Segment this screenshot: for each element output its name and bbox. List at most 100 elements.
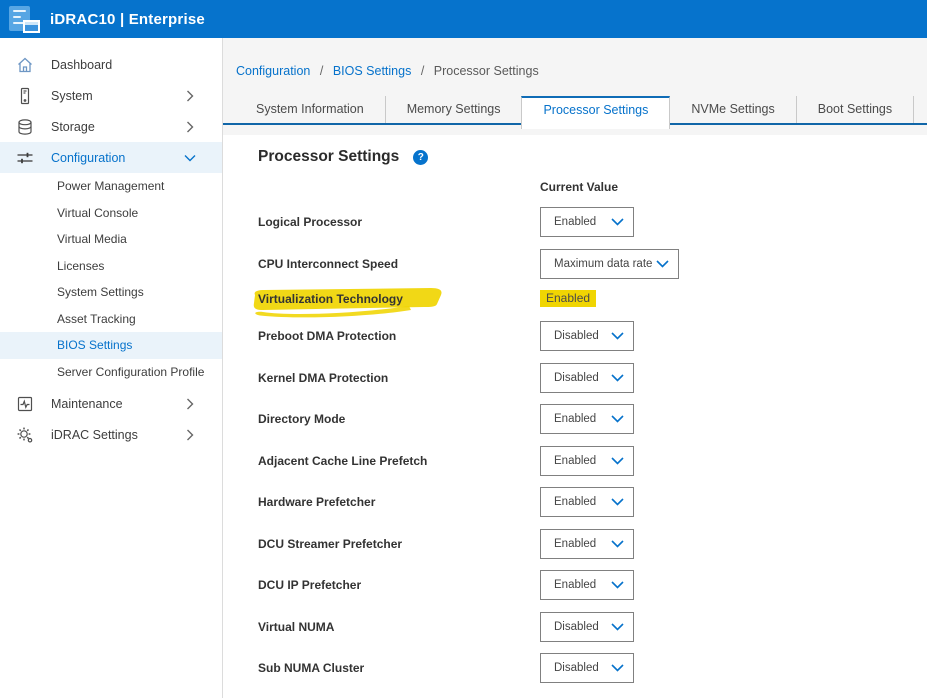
gear-icon <box>15 425 34 444</box>
server-icon <box>15 86 34 105</box>
sidebar-item-configuration[interactable]: Configuration <box>0 142 222 173</box>
subitem-label: Licenses <box>57 258 105 273</box>
setting-label: Hardware Prefetcher <box>258 495 376 509</box>
sidebar-item-maintenance[interactable]: Maintenance <box>0 388 222 419</box>
subitem-label: Virtual Console <box>57 205 139 220</box>
dropdown-value: Disabled <box>554 371 599 384</box>
chevron-down-icon <box>611 373 624 382</box>
home-icon <box>15 55 34 74</box>
subitem-label: Virtual Media <box>57 232 127 247</box>
sidebar-subitem-virtual-media[interactable]: Virtual Media <box>0 226 222 253</box>
setting-label: Virtual NUMA <box>258 619 335 634</box>
tab-network-settings[interactable]: Network Settings <box>913 96 927 123</box>
setting-label: Kernel DMA Protection <box>258 370 389 385</box>
sidebar-item-storage[interactable]: Storage <box>0 111 222 142</box>
breadcrumb-separator: / <box>319 64 324 78</box>
subitem-label: System Settings <box>57 285 144 300</box>
breadcrumb-current: Processor Settings <box>433 64 539 78</box>
tab-boot-settings[interactable]: Boot Settings <box>795 96 913 123</box>
breadcrumb-link-bios-settings[interactable]: BIOS Settings <box>332 64 412 78</box>
dropdown-value: Enabled <box>554 496 597 508</box>
sidebar-subitem-virtual-console[interactable]: Virtual Console <box>0 200 222 227</box>
help-icon[interactable]: ? <box>413 149 429 165</box>
chevron-down-icon <box>611 581 624 589</box>
processor-settings-panel: Processor Settings ? Current Value Logic… <box>223 135 927 698</box>
breadcrumb-link-configuration[interactable]: Configuration <box>236 64 311 78</box>
directory-mode-dropdown[interactable]: Enabled <box>540 404 634 434</box>
breadcrumb: Configuration / BIOS Settings / Processo… <box>223 64 927 79</box>
dropdown-value: Enabled <box>554 413 597 425</box>
sidebar-item-label: Maintenance <box>51 396 123 411</box>
subitem-label: Server Configuration Profile <box>57 364 205 379</box>
chevron-down-icon <box>611 415 624 423</box>
sidebar-item-system[interactable]: System <box>0 80 222 111</box>
maintenance-icon <box>15 394 34 413</box>
setting-row: Kernel DMA Protection Disabled <box>258 362 927 393</box>
storage-icon <box>15 117 34 136</box>
dropdown-value: Maximum data rate <box>554 257 653 270</box>
dropdown-value: Enabled <box>554 537 597 550</box>
sidebar-subitem-licenses[interactable]: Licenses <box>0 253 222 280</box>
chevron-down-icon <box>184 154 196 162</box>
sidebar-subitem-power-management[interactable]: Power Management <box>0 173 222 200</box>
sidebar-item-dashboard[interactable]: Dashboard <box>0 49 222 80</box>
sidebar-item-label: Storage <box>51 119 95 134</box>
logical-processor-dropdown[interactable]: Enabled <box>540 207 634 237</box>
chevron-down-icon <box>611 218 624 226</box>
cpu-interconnect-speed-dropdown[interactable]: Maximum data rate <box>540 248 679 279</box>
chevron-down-icon <box>611 498 624 506</box>
app-header: iDRAC10 | Enterprise <box>0 0 927 38</box>
virtual-numa-dropdown[interactable]: Disabled <box>540 611 634 642</box>
chevron-down-icon <box>656 259 669 268</box>
chevron-right-icon <box>184 398 196 410</box>
app-title: iDRAC10 | Enterprise <box>50 10 205 28</box>
setting-label: Preboot DMA Protection <box>258 329 397 343</box>
tab-processor-settings[interactable]: Processor Settings <box>521 96 671 129</box>
subitem-label: Power Management <box>57 179 165 194</box>
setting-row: Sub NUMA Cluster Disabled <box>258 653 927 683</box>
sidebar-item-label: System <box>51 88 93 103</box>
sub-numa-cluster-dropdown[interactable]: Disabled <box>540 653 634 683</box>
setting-label: DCU Streamer Prefetcher <box>258 536 403 551</box>
sidebar-subitem-system-settings[interactable]: System Settings <box>0 279 222 306</box>
sidebar-subitem-bios-settings[interactable]: BIOS Settings <box>0 332 222 359</box>
chevron-down-icon <box>611 539 624 548</box>
chevron-down-icon <box>611 622 624 631</box>
tab-system-information[interactable]: System Information <box>256 102 364 116</box>
chevron-down-icon <box>611 664 624 672</box>
setting-row: Hardware Prefetcher Enabled <box>258 487 927 517</box>
setting-label: Adjacent Cache Line Prefetch <box>258 453 428 468</box>
main-area: Configuration / BIOS Settings / Processo… <box>223 38 927 698</box>
current-value-header: Current Value <box>540 180 619 194</box>
sliders-icon <box>15 148 34 167</box>
sidebar-item-label: Configuration <box>51 150 126 165</box>
dropdown-value: Enabled <box>554 216 597 228</box>
adjacent-cache-line-prefetch-dropdown[interactable]: Enabled <box>540 445 634 476</box>
dcu-streamer-prefetcher-dropdown[interactable]: Enabled <box>540 528 634 559</box>
tab-nvme-settings[interactable]: NVMe Settings <box>691 102 775 116</box>
sidebar-subitem-asset-tracking[interactable]: Asset Tracking <box>0 306 222 333</box>
virtualization-technology-value: Enabled <box>540 290 597 307</box>
dropdown-value: Enabled <box>554 579 597 591</box>
subitem-label: BIOS Settings <box>57 338 133 353</box>
sidebar-subitem-server-configuration-profile[interactable]: Server Configuration Profile <box>0 359 222 386</box>
chevron-right-icon <box>184 90 196 102</box>
setting-label: CPU Interconnect Speed <box>258 256 399 271</box>
setting-row: Logical Processor Enabled <box>258 207 927 237</box>
dropdown-value: Disabled <box>554 620 599 633</box>
tab-memory-settings[interactable]: Memory Settings <box>384 96 522 123</box>
setting-row: CPU Interconnect Speed Maximum data rate <box>258 248 927 279</box>
kernel-dma-protection-dropdown[interactable]: Disabled <box>540 362 634 393</box>
tab-bar: System Information Memory Settings Proce… <box>223 96 927 130</box>
idrac-logo-icon <box>9 5 40 33</box>
dcu-ip-prefetcher-dropdown[interactable]: Enabled <box>540 570 634 600</box>
chevron-right-icon <box>184 121 196 133</box>
sidebar: Dashboard System Storage <box>0 38 223 698</box>
sidebar-item-idrac-settings[interactable]: iDRAC Settings <box>0 419 222 450</box>
sidebar-item-label: iDRAC Settings <box>51 427 138 442</box>
setting-row-highlighted: Virtualization Technology Enabled <box>253 287 927 317</box>
preboot-dma-protection-dropdown[interactable]: Disabled <box>540 321 634 351</box>
setting-row: Virtual NUMA Disabled <box>258 611 927 642</box>
hardware-prefetcher-dropdown[interactable]: Enabled <box>540 487 634 517</box>
setting-label: DCU IP Prefetcher <box>258 578 362 592</box>
